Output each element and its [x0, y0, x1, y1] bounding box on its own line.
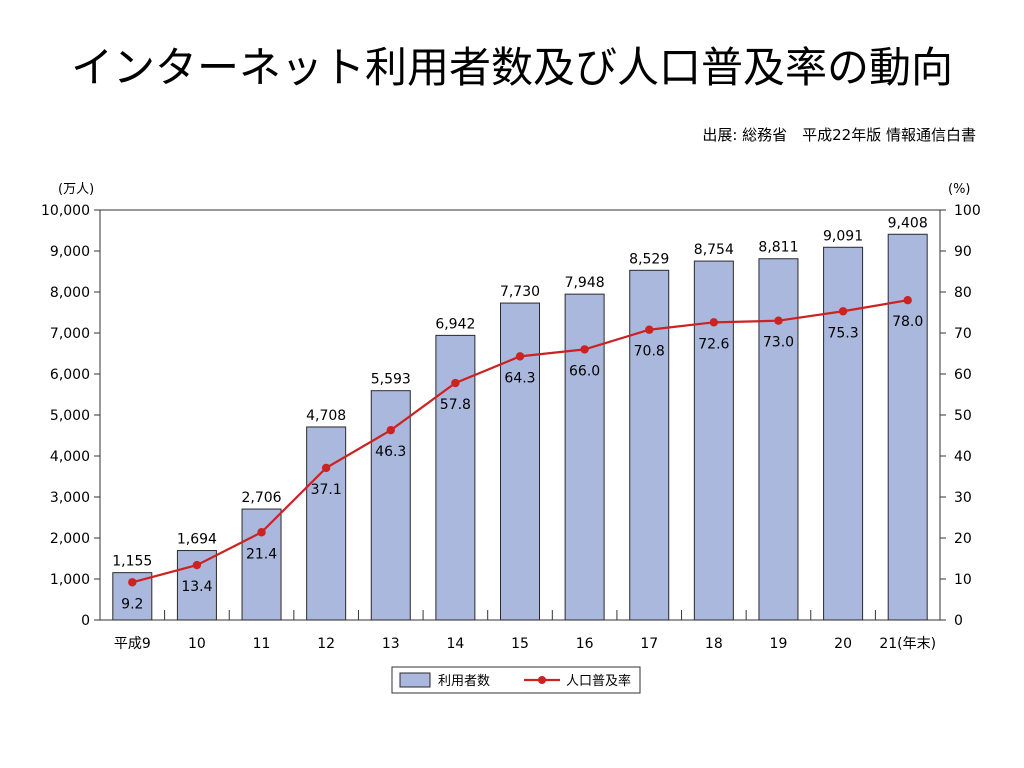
- line-point: [580, 345, 589, 354]
- left-axis-tick-label: 6,000: [50, 367, 90, 383]
- line-point: [774, 316, 783, 325]
- line-point: [386, 425, 395, 435]
- left-axis-tick-label: 7,000: [50, 326, 90, 342]
- right-axis-tick-label: 20: [954, 531, 972, 547]
- bar: [758, 258, 799, 621]
- right-axis-tick-label: 0: [954, 613, 963, 629]
- line-point: [645, 325, 654, 334]
- line-value-label: 13.4: [181, 579, 212, 595]
- x-axis-tick-label: 18: [705, 636, 723, 652]
- left-axis-unit: (万人): [58, 182, 94, 197]
- chart-axes: 0 1,000 2,000 3,000 4,000 5,000 6,000 7,000 8,00…: [41, 182, 981, 652]
- left-axis-tick-label: 3,000: [50, 490, 90, 506]
- right-axis-unit: (%): [948, 182, 971, 197]
- line-point: [192, 560, 202, 570]
- x-axis-tick-label: 平成9: [114, 636, 151, 652]
- bar: [564, 293, 605, 621]
- line-point: [903, 296, 912, 305]
- line-value-label: 46.3: [375, 444, 406, 460]
- right-axis-tick-label: 100: [954, 203, 981, 219]
- x-axis-tick-label: 12: [317, 636, 335, 652]
- bar: [241, 508, 282, 621]
- line-value-label: 57.8: [440, 397, 471, 413]
- line-value-label: 75.3: [827, 325, 858, 341]
- bar: [823, 246, 864, 621]
- line-value-label: 21.4: [246, 546, 277, 562]
- left-axis-tick-label: 0: [81, 613, 90, 629]
- legend: 利用者数 人口普及率: [391, 666, 641, 694]
- bar: [693, 260, 734, 621]
- line-value-label: 9.2: [121, 596, 143, 612]
- legend-bar-swatch: [399, 672, 431, 688]
- data-labels: 1,155 1,694 2,706 4,708 5,593 6,942 7,730 7,948…: [112, 215, 927, 612]
- bar-value-label: 7,730: [500, 284, 540, 300]
- line-point: [451, 378, 460, 388]
- left-axis-tick-label: 10,000: [41, 203, 90, 219]
- bar: [370, 390, 411, 621]
- x-axis-tick-label: 11: [253, 636, 271, 652]
- legend-line-label: 人口普及率: [566, 673, 631, 689]
- x-axis-tick-label: 15: [511, 636, 529, 652]
- bar-value-label: 1,155: [112, 554, 152, 570]
- right-axis-tick-label: 70: [954, 326, 972, 342]
- x-axis-tick-label: 10: [188, 636, 206, 652]
- left-axis-tick-label: 2,000: [50, 531, 90, 547]
- bar-value-label: 2,706: [241, 490, 281, 506]
- bar-value-label: 8,811: [758, 240, 798, 256]
- legend-line-marker: [538, 676, 546, 684]
- bar-value-label: 4,708: [306, 408, 346, 424]
- bar: [629, 269, 670, 621]
- bar-value-label: 9,408: [888, 215, 928, 231]
- bar: [500, 302, 540, 621]
- line-value-label: 37.1: [311, 482, 342, 498]
- right-axis-tick-label: 90: [954, 244, 972, 260]
- line-value-label: 72.6: [698, 336, 729, 352]
- right-axis-tick-label: 40: [954, 449, 972, 465]
- right-axis-tick-label: 60: [954, 367, 972, 383]
- line-value-label: 66.0: [569, 363, 600, 379]
- left-axis-tick-label: 1,000: [50, 572, 90, 588]
- bar-value-label: 8,754: [694, 242, 734, 258]
- right-axis-tick-label: 80: [954, 285, 972, 301]
- x-axis-tick-label: 20: [834, 636, 852, 652]
- x-axis-tick-label: 16: [576, 636, 594, 652]
- x-axis-tick-label: 19: [770, 636, 788, 652]
- line-series: [128, 296, 912, 587]
- legend-box: [391, 666, 641, 694]
- bar-value-label: 5,593: [371, 372, 411, 388]
- bar-value-label: 1,694: [177, 532, 217, 548]
- line-point: [128, 578, 137, 587]
- x-axis-tick-label: 17: [640, 636, 658, 652]
- left-axis-tick-label: 9,000: [50, 244, 90, 260]
- line-point: [321, 463, 331, 473]
- left-axis-tick-label: 4,000: [50, 449, 90, 465]
- left-axis-tick-label: 5,000: [50, 408, 90, 424]
- x-axis-tick-label: 13: [382, 636, 400, 652]
- right-axis-tick-label: 10: [954, 572, 972, 588]
- right-axis-tick-label: 50: [954, 408, 972, 424]
- legend-bar-label: 利用者数: [438, 674, 490, 689]
- bar-value-label: 8,529: [629, 251, 669, 267]
- x-axis-tick-label: 14: [446, 636, 464, 652]
- left-axis-tick-label: 8,000: [50, 285, 90, 301]
- bar-value-label: 7,948: [565, 275, 605, 291]
- bar: [887, 233, 928, 621]
- right-axis-tick-label: 30: [954, 490, 972, 506]
- line-value-label: 73.0: [763, 335, 794, 351]
- line-point: [838, 307, 848, 316]
- bar-value-label: 9,091: [823, 228, 863, 244]
- page-title: インターネット利用者数及び人口普及率の動向: [70, 43, 953, 92]
- line-value-label: 70.8: [634, 344, 665, 360]
- bar-value-label: 6,942: [435, 316, 475, 332]
- line-point: [709, 318, 719, 327]
- line-point: [257, 528, 266, 537]
- line-point: [515, 352, 525, 361]
- x-axis-tick-label: 21(年末): [879, 636, 936, 652]
- line-value-label: 64.3: [504, 370, 535, 386]
- line-value-label: 78.0: [892, 314, 923, 330]
- source-note: 出展: 総務省 平成22年版 情報通信白書: [702, 126, 976, 144]
- bar: [306, 426, 347, 621]
